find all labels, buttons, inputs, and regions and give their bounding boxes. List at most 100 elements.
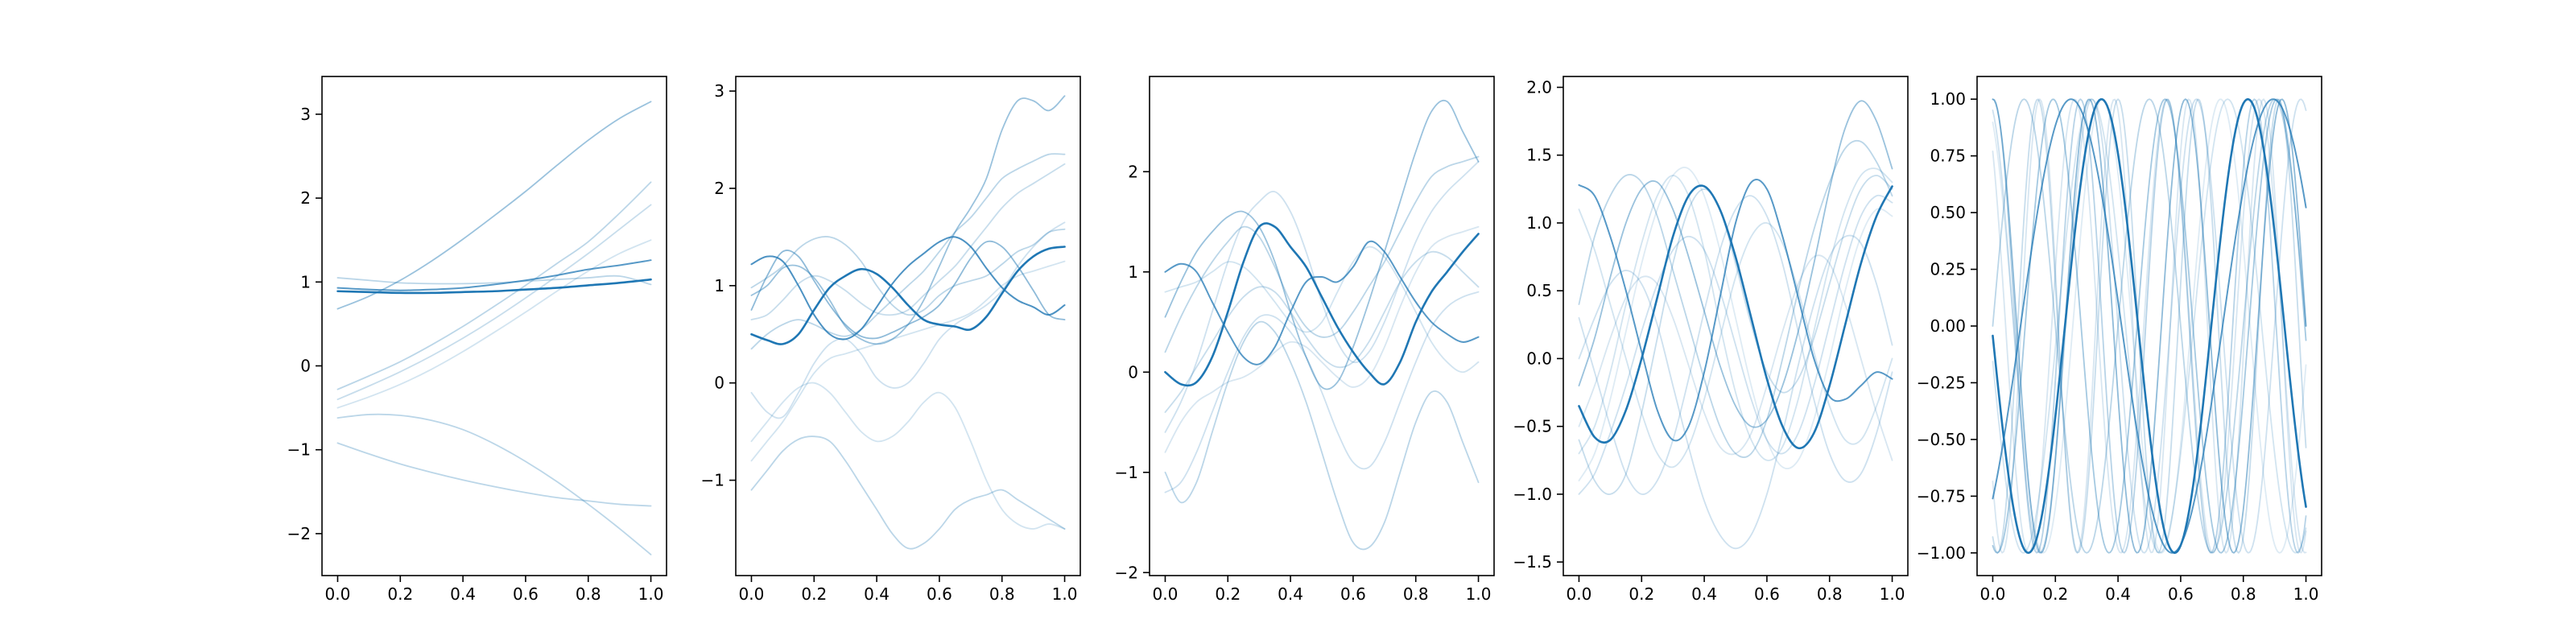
y-tick-label: −0.75 [1917, 486, 1966, 506]
y-tick-label: −1 [701, 471, 724, 490]
series-line [1992, 98, 2307, 554]
series-line [750, 95, 1066, 345]
series-group [750, 95, 1066, 550]
y-tick-label: 0.25 [1930, 260, 1966, 279]
x-tick-label: 0.0 [739, 584, 765, 604]
axes-frame [1563, 76, 1909, 576]
subplot-4: 0.0 0.2 0.4 0.6 0.8 1.0 −1.5 −1.0 −0.5 0.0 0.5 1.0 1… [1513, 76, 1909, 604]
y-tick-label: −1.00 [1917, 543, 1966, 563]
x-tick-label: 0.6 [2168, 584, 2194, 604]
series-group [1992, 97, 2307, 555]
series-line [336, 181, 652, 390]
series-line [336, 275, 652, 286]
x-tick-label: 0.0 [1153, 584, 1179, 604]
series-line [1992, 98, 2307, 554]
y-tick-label: 0 [714, 374, 724, 393]
y-tick-label: 1 [714, 276, 724, 295]
series-line [1992, 98, 2307, 554]
y-tick-label: 0.50 [1930, 203, 1966, 222]
series-line [336, 413, 652, 555]
series-line [750, 382, 1066, 530]
series-line [1164, 240, 1480, 365]
y-tick-label: 0 [300, 356, 311, 375]
y-tick-label: 2 [1128, 162, 1138, 181]
series-line [336, 442, 652, 507]
series-line [1578, 175, 1893, 495]
x-tick-label: 0.6 [1340, 584, 1366, 604]
y-tick-label: 0.0 [1526, 349, 1552, 368]
series-line [1578, 167, 1893, 481]
y-tick-label: −0.5 [1513, 417, 1552, 436]
y-tick-label: 3 [300, 105, 311, 124]
series-line [336, 204, 652, 401]
series-line [336, 101, 652, 310]
y-tick-label: 1.00 [1930, 89, 1966, 109]
series-line [1164, 155, 1480, 353]
series-line [1992, 98, 2307, 554]
series-line [750, 436, 1066, 550]
x-tick-label: 0.4 [1691, 584, 1717, 604]
subplot-5: 0.0 0.2 0.4 0.6 0.8 1.0 −1.00 −0.75 −0.50 −0.25 0.… [1917, 76, 2322, 604]
y-tick-label: 1 [1128, 262, 1138, 282]
x-tick-label: 0.4 [2105, 584, 2131, 604]
series-line [1164, 99, 1480, 390]
series-line [750, 246, 1066, 345]
x-tick-label: 0.8 [2231, 584, 2256, 604]
y-tick-label: −1 [287, 440, 311, 460]
series-line [336, 239, 652, 409]
y-tick-label: 0 [1128, 362, 1138, 382]
series-line [750, 236, 1066, 341]
x-tick-label: 1.0 [638, 584, 664, 604]
x-tick-label: 0.2 [1215, 584, 1241, 604]
x-tick-label: 0.6 [1754, 584, 1780, 604]
y-tick-label: −1 [1115, 463, 1138, 482]
y-tick-label: 1.0 [1526, 213, 1552, 233]
series-line [1578, 194, 1893, 495]
y-tick-label: 3 [714, 81, 724, 101]
series-line [750, 228, 1066, 316]
x-tick-label: 0.4 [1278, 584, 1303, 604]
series-line [1992, 97, 2307, 555]
series-line [1992, 98, 2307, 554]
series-line [1164, 246, 1480, 374]
x-tick-label: 0.0 [1567, 584, 1592, 604]
series-group [1164, 99, 1480, 551]
y-tick-label: −0.25 [1917, 373, 1966, 392]
x-tick-label: 0.6 [927, 584, 952, 604]
axes-frame [735, 76, 1081, 576]
series-line [1164, 250, 1480, 413]
x-tick-label: 0.8 [989, 584, 1015, 604]
series-line [1164, 222, 1480, 387]
y-tick-label: −2 [1115, 563, 1138, 582]
series-line [1578, 208, 1893, 469]
series-line [1578, 254, 1893, 461]
series-line [750, 153, 1066, 350]
x-tick-label: 0.0 [1980, 584, 2006, 604]
axes-frame [1149, 76, 1495, 576]
series-line [1578, 195, 1893, 495]
y-tick-label: −1.0 [1513, 485, 1552, 504]
series-line [336, 259, 652, 291]
x-tick-label: 0.2 [2042, 584, 2068, 604]
y-tick-label: −0.50 [1917, 430, 1966, 449]
x-tick-label: 0.0 [325, 584, 351, 604]
series-line [1578, 100, 1893, 428]
series-line [1164, 320, 1480, 551]
series-line [1578, 234, 1893, 550]
series-line [1578, 179, 1893, 442]
series-line [1992, 98, 2307, 554]
x-tick-label: 0.2 [387, 584, 413, 604]
series-line [1164, 160, 1480, 433]
x-tick-label: 1.0 [1466, 584, 1492, 604]
axes-frame [321, 76, 667, 576]
x-tick-label: 0.8 [1403, 584, 1429, 604]
y-tick-label: −1.5 [1513, 552, 1552, 572]
series-line [750, 260, 1066, 462]
x-tick-label: 0.4 [864, 584, 890, 604]
subplot-1: 0.0 0.2 0.4 0.6 0.8 1.0 −2 −1 0 1 2 3 [287, 76, 667, 604]
series-line [1164, 291, 1480, 493]
subplot-2: 0.0 0.2 0.4 0.6 0.8 1.0 −1 0 1 2 3 [701, 76, 1081, 604]
x-tick-label: 1.0 [2293, 584, 2319, 604]
y-tick-label: 2 [714, 179, 724, 198]
